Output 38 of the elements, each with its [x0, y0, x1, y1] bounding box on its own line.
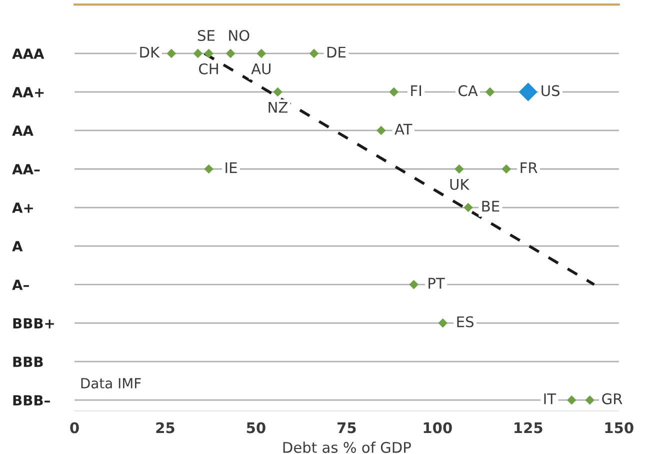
- x-tick-label: 100: [424, 422, 452, 434]
- x-tick-label: 75: [338, 422, 356, 434]
- x-tick-label: 125: [514, 422, 542, 434]
- annotation: NZ: [268, 102, 288, 113]
- annotation: CH: [199, 63, 218, 74]
- y-tick-label: BBB: [13, 356, 43, 367]
- y-tick-label: AA+: [12, 87, 44, 98]
- annotation: AU: [251, 64, 270, 74]
- annotation: BE: [482, 200, 500, 212]
- y-tick-label: AAA: [12, 48, 44, 59]
- annotation: FI: [411, 85, 421, 96]
- annotation: PT: [428, 278, 445, 289]
- annotation: DK: [140, 46, 160, 58]
- annotation: US: [542, 85, 560, 96]
- x-tick-label: 25: [156, 422, 174, 434]
- y-tick-label: A–: [12, 280, 29, 290]
- annotation: UK: [450, 179, 470, 190]
- y-tick-label: A+: [12, 202, 33, 213]
- y-tick-label: AA–: [12, 164, 40, 174]
- annotation: NO: [229, 30, 250, 42]
- annotation: IE: [226, 162, 237, 174]
- x-tick-label: 0: [70, 422, 79, 434]
- annotation: GR: [602, 393, 622, 404]
- annotation: CA: [458, 85, 478, 96]
- annotation: DE: [327, 46, 346, 58]
- annotation: ES: [457, 316, 474, 328]
- annotation: Data IMF: [81, 378, 141, 388]
- x-axis-title: Debt as % of GDP: [283, 442, 411, 453]
- annotation: SE: [198, 30, 215, 42]
- y-tick-label: AA: [12, 126, 34, 136]
- y-tick-label: A: [12, 241, 23, 252]
- annotation: AT: [394, 124, 412, 135]
- y-tick-label: BBB+: [13, 318, 54, 328]
- annotation: FR: [520, 162, 538, 174]
- x-tick-label: 150: [605, 422, 634, 434]
- y-tick-label: BBB–: [13, 395, 50, 406]
- annotation: IT: [544, 393, 556, 404]
- x-tick-label: 50: [246, 422, 266, 434]
